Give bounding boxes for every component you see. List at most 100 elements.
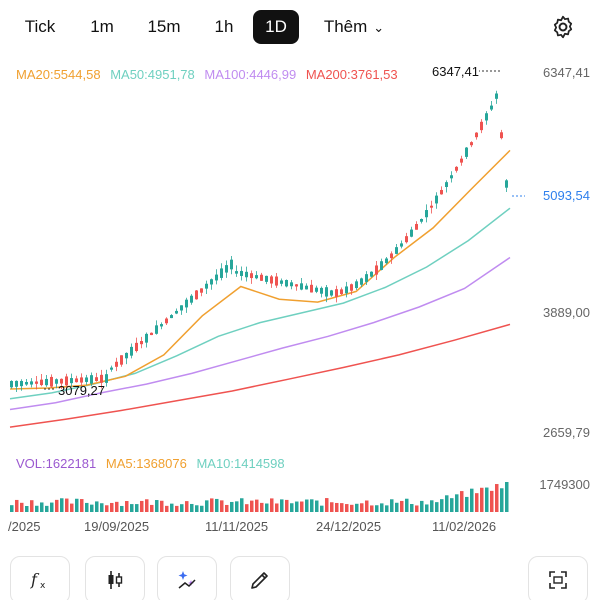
candle-body	[65, 376, 68, 386]
fullscreen-button[interactable]	[528, 556, 588, 600]
candle-body	[105, 374, 108, 383]
volume-bar	[275, 503, 279, 512]
volume-bar	[220, 500, 224, 512]
date-label: /2025	[8, 519, 41, 534]
volume-bar	[435, 502, 439, 512]
volume-bar	[365, 500, 369, 512]
volume-bar	[155, 500, 159, 512]
candle-body	[100, 374, 103, 383]
volume-axis-label: 1749300	[539, 477, 590, 492]
candle-body	[275, 276, 278, 286]
tab-1h[interactable]: 1h	[214, 17, 234, 36]
volume-bar	[245, 504, 249, 512]
volume-bar	[255, 499, 259, 512]
candle-body	[30, 381, 33, 385]
candle-body	[270, 276, 273, 284]
price-axis-current: 5093,54	[543, 188, 590, 203]
volume-bar	[125, 501, 129, 512]
volume-bar	[315, 500, 319, 512]
candle-body	[90, 375, 93, 384]
volume-bar	[100, 503, 104, 512]
volume-bar	[500, 488, 504, 512]
volume-bar	[185, 501, 189, 512]
volume-bar	[425, 504, 429, 512]
fx-icon: f x	[30, 570, 46, 591]
volume-bar	[225, 504, 229, 512]
vol-ma10-label: MA10:1414598	[196, 456, 285, 471]
volume-bar	[325, 498, 329, 512]
tab-15m[interactable]: 15m	[147, 17, 181, 36]
svg-text:f: f	[30, 570, 40, 589]
volume-legend: VOL:1622181 MA5:1368076 MA10:1414598	[16, 456, 291, 471]
candle-body	[110, 367, 113, 370]
tab-1m[interactable]: 1m	[90, 17, 114, 36]
volume-bar	[80, 499, 84, 512]
volume-bar	[320, 505, 324, 512]
candle-body	[170, 315, 173, 319]
candles	[10, 90, 508, 392]
date-label: 11/02/2026	[432, 519, 497, 534]
ma20-line	[9, 149, 511, 390]
candle-body	[40, 379, 43, 386]
more-dropdown[interactable]: Thêm ⌄	[312, 10, 396, 44]
tab-tick[interactable]: Tick	[24, 17, 56, 36]
candle-body	[160, 324, 163, 327]
vol-ma5-label: MA5:1368076	[105, 456, 187, 471]
volume-bar	[265, 503, 269, 512]
volume-bar	[405, 498, 409, 512]
candle-body	[240, 270, 243, 276]
candle-body	[425, 210, 428, 218]
candle-body	[340, 289, 343, 295]
candle-body	[480, 121, 483, 131]
candle-body	[60, 378, 63, 384]
candle-body	[85, 377, 88, 382]
candle-body	[390, 253, 393, 259]
candle-body	[455, 166, 458, 171]
candle-body	[280, 280, 283, 284]
gear-icon[interactable]	[550, 14, 576, 40]
candle-body	[465, 147, 468, 157]
volume-bar	[135, 504, 139, 512]
volume-bar	[90, 504, 94, 512]
candle-body	[430, 205, 433, 208]
candle-body	[380, 261, 383, 270]
tab-1d[interactable]: 1D	[253, 10, 299, 44]
volume-bar	[400, 500, 404, 512]
indicator-button[interactable]: f x	[10, 556, 70, 600]
volume-bars	[10, 482, 509, 512]
volume-bar	[35, 505, 39, 512]
candle-body	[55, 379, 58, 384]
pencil-icon	[251, 572, 268, 589]
volume-bar	[465, 496, 469, 512]
ai-analysis-button[interactable]	[157, 556, 217, 600]
volume-bar	[380, 503, 384, 512]
price-axis-mid: 3889,00	[543, 305, 590, 320]
candle-body	[370, 271, 373, 277]
candle-body	[495, 93, 498, 99]
date-label: 19/09/2025	[84, 519, 150, 534]
drawing-button[interactable]	[230, 556, 290, 600]
candle-body	[285, 280, 288, 287]
candle-body	[420, 219, 423, 222]
candle-body	[230, 259, 233, 270]
volume-bar	[410, 504, 414, 512]
candle-body	[505, 180, 508, 188]
candle-body	[15, 380, 18, 387]
volume-bar	[350, 504, 354, 512]
volume-bar	[150, 504, 154, 512]
candle-body	[205, 283, 208, 289]
candle-body	[450, 175, 453, 179]
price-chart[interactable]	[0, 60, 525, 450]
volume-bar	[120, 505, 124, 512]
candlestick-icon	[108, 571, 123, 589]
volume-bar	[505, 482, 509, 512]
chart-type-button[interactable]	[85, 556, 145, 600]
candle-body	[120, 355, 123, 365]
volume-bar	[110, 502, 114, 512]
vol-label: VOL:1622181	[16, 456, 97, 471]
candle-body	[10, 380, 13, 388]
candle-body	[165, 318, 168, 324]
volume-bar	[355, 503, 359, 512]
volume-chart[interactable]	[0, 478, 525, 514]
candle-body	[175, 310, 178, 314]
